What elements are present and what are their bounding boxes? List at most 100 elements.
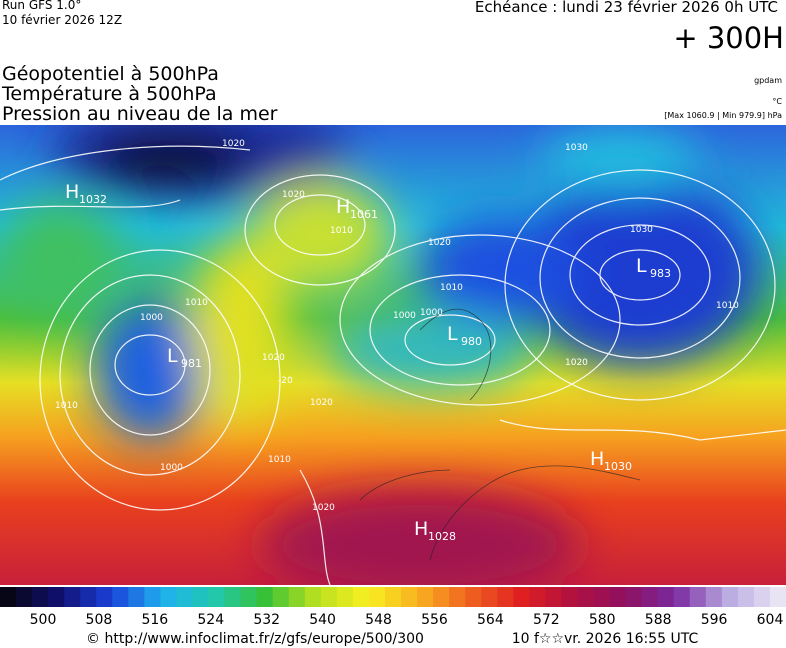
pressure-letter: H (414, 518, 428, 540)
isobar-label: 1000 (393, 311, 416, 321)
isobar-label: 1010 (440, 283, 463, 293)
colorbar-swatch (625, 587, 643, 607)
colorbar-swatch (368, 587, 386, 607)
colorbar-swatch (593, 587, 611, 607)
isobar-label: -20 (278, 376, 293, 386)
footer-url: © http://www.infoclimat.fr/z/gfs/europe/… (86, 631, 424, 647)
pressure-value: 983 (650, 267, 671, 280)
isobar-label: 1010 (55, 401, 78, 411)
pressure-letter: H (590, 448, 604, 470)
colorbar-swatch (561, 587, 578, 607)
colorbar-swatch (657, 587, 675, 607)
colorbar-tick-label: 604 (757, 612, 784, 628)
isobar-label: 1010 (268, 455, 291, 465)
colorbar-swatch (481, 587, 498, 607)
colorbar-swatch (320, 587, 338, 607)
pressure-value: 1061 (350, 208, 378, 221)
legend-line: Géopotentiel à 500hPa (2, 63, 219, 85)
colorbar-tick-label: 540 (309, 612, 336, 628)
colorbar-swatch (721, 587, 739, 607)
isobar-label: 1010 (185, 298, 208, 308)
colorbar-swatch (384, 587, 402, 607)
colorbar-swatch (48, 587, 65, 607)
isobar-label: 1020 (428, 238, 451, 248)
colorbar-swatch (64, 587, 81, 607)
colorbar-swatch (256, 587, 274, 607)
pressure-letter: H (65, 181, 79, 203)
colorbar-tick-label: 556 (421, 612, 448, 628)
colorbar-swatch (32, 587, 49, 607)
pressure-letter: L (636, 255, 647, 277)
colorbar-swatch (577, 587, 595, 607)
colorbar-swatch (497, 587, 514, 607)
colorbar-swatch (208, 587, 226, 607)
run-label: Run GFS 1.0° (2, 0, 81, 12)
pressure-letter: L (447, 323, 458, 345)
colorbar-swatch (753, 587, 771, 607)
map (0, 125, 786, 585)
legend-line: Pression au niveau de la mer (2, 103, 278, 125)
colorbar-swatch (689, 587, 707, 607)
colorbar-swatch (529, 587, 546, 607)
colorbar-swatch (144, 587, 161, 607)
pressure-value: 980 (461, 335, 482, 348)
isobar-label: 1000 (160, 463, 183, 473)
colorbar-swatch (160, 587, 177, 607)
colorbar-swatch (0, 587, 17, 607)
colorbar-swatch (240, 587, 258, 607)
pressure-value: 1028 (428, 530, 456, 543)
pressure-letter: L (167, 345, 178, 367)
colorbar-swatch (128, 587, 145, 607)
unit: [Max 1060.9 | Min 979.9] hPa (664, 111, 782, 120)
colorbar-swatch (737, 587, 755, 607)
unit: gpdam (754, 76, 782, 85)
colorbar-swatch (224, 587, 242, 607)
colorbar-swatch (673, 587, 691, 607)
colorbar-swatch (192, 587, 210, 607)
colorbar-swatch (96, 587, 113, 607)
colorbar-tick-label: 564 (477, 612, 504, 628)
isobar-label: 1000 (420, 308, 443, 318)
run-date: 10 février 2026 12Z (2, 13, 122, 27)
isobar-label: 1010 (716, 301, 739, 311)
colorbar-tick-label: 508 (86, 612, 113, 628)
colorbar-swatch (16, 587, 33, 607)
colorbar-swatch (609, 587, 627, 607)
colorbar-tick-label: 580 (589, 612, 616, 628)
colorbar-swatch (272, 587, 290, 607)
colorbar-swatch (352, 587, 370, 607)
colorbar-swatch (288, 587, 306, 607)
colorbar-tick-label: 588 (645, 612, 672, 628)
colorbar-swatch (112, 587, 129, 607)
colorbar-tick-label: 572 (533, 612, 560, 628)
isobar-label: 1020 (222, 139, 245, 149)
colorbar-swatch (513, 587, 530, 607)
colorbar-tick-label: 500 (30, 612, 57, 628)
echeance: Echéance : lundi 23 février 2026 0h UTC (475, 0, 778, 16)
colorbar-tick-label: 524 (197, 612, 224, 628)
colorbar-swatch (769, 587, 786, 607)
pressure-value: 981 (181, 357, 202, 370)
colorbar-tick-label: 516 (141, 612, 168, 628)
isobar-label: 1000 (140, 313, 163, 323)
isobar-label: 1020 (262, 353, 285, 363)
isobar-label: 1030 (565, 143, 588, 153)
colorbar-tick-label: 596 (701, 612, 728, 628)
colorbar-swatch (336, 587, 354, 607)
lead-time: + 300H (673, 21, 784, 55)
colorbar-tick-label: 532 (253, 612, 280, 628)
colorbar-swatch (304, 587, 322, 607)
isobar-label: 1020 (312, 503, 335, 513)
pressure-value: 1032 (79, 193, 107, 206)
colorbar-swatch (545, 587, 562, 607)
colorbar-swatch (449, 587, 466, 607)
pressure-letter: H (336, 196, 350, 218)
colorbar-tick-label: 548 (365, 612, 392, 628)
isobar-label: 1010 (330, 226, 353, 236)
colorbar-swatch (705, 587, 723, 607)
colorbar-swatch (417, 587, 434, 607)
isobar-label: 1030 (630, 225, 653, 235)
colorbar-swatch (641, 587, 659, 607)
colorbar-swatch (401, 587, 418, 607)
